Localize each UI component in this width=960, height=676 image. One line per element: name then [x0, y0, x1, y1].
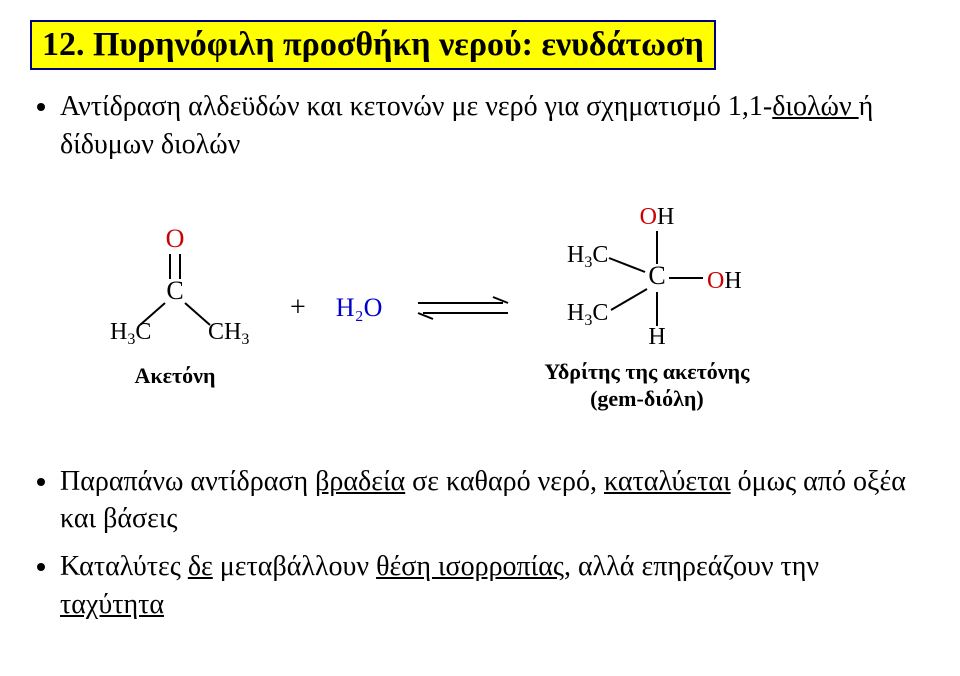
acetone-caption: Ακετόνη	[135, 363, 216, 389]
right-caption-l1: Υδρίτης της ακετόνης	[544, 359, 749, 384]
title-text: 12. Πυρηνόφιλη προσθήκη νερού: ενυδάτωση	[42, 26, 704, 63]
b3-u1: δε	[188, 551, 213, 582]
h3c-ul: H3C	[567, 242, 608, 271]
reaction-diagram: C O H3C CH3 Ακετόνη + H₂O	[90, 204, 930, 413]
bullet-3: Καταλύτες δε μεταβάλλουν θέση ισορροπίας…	[60, 548, 930, 624]
b3-mid2: , αλλά επηρεάζουν την	[564, 551, 819, 582]
b1-pre: Αντίδραση αλδεϋδών και κετονών με νερό γ…	[60, 91, 772, 122]
water-label: H₂O	[336, 293, 383, 323]
gemdiol-caption: Υδρίτης της ακετόνης (gem-διόλη)	[544, 358, 749, 413]
b1-underline: διολών	[772, 91, 858, 122]
bullet-1: Αντίδραση αλδεϋδών και κετονών με νερό γ…	[60, 88, 930, 164]
bullet-2: Παραπάνω αντίδραση βραδεία σε καθαρό νερ…	[60, 463, 930, 539]
ch3-right: CH3	[208, 319, 249, 348]
b2-pre: Παραπάνω αντίδραση	[60, 466, 315, 497]
oxygen-label: O	[166, 227, 185, 253]
b3-u2: θέση ισορροπίας	[376, 551, 564, 582]
carbon-label: C	[166, 276, 183, 305]
gemdiol-structure: C OH OH H3C H3C H Υδρίτης της ακετόνης (	[544, 204, 749, 413]
h3c-ll: H3C	[567, 300, 608, 329]
oh-right: OH	[707, 268, 742, 294]
oh-top: OH	[640, 204, 675, 230]
page-title: 12. Πυρηνόφιλη προσθήκη νερού: ενυδάτωση	[30, 20, 716, 70]
b2-u1: βραδεία	[315, 466, 405, 497]
equilibrium-arrows	[408, 289, 518, 327]
right-caption-l2: (gem-διόλη)	[590, 386, 704, 411]
b3-mid1: μεταβάλλουν	[213, 551, 376, 582]
b2-u2: καταλύεται	[604, 466, 731, 497]
carbon-center: C	[648, 261, 665, 290]
b2-mid1: σε καθαρό νερό,	[405, 466, 604, 497]
bullet-list: Αντίδραση αλδεϋδών και κετονών με νερό γ…	[30, 88, 930, 164]
acetone-structure: C O H3C CH3 Ακετόνη	[90, 227, 260, 389]
h-bottom: H	[648, 324, 665, 350]
bullet-list-2: Παραπάνω αντίδραση βραδεία σε καθαρό νερ…	[30, 463, 930, 624]
plus-sign: +	[286, 292, 310, 324]
b3-pre: Καταλύτες	[60, 551, 188, 582]
ch3-left: H3C	[110, 319, 151, 348]
b3-u3: ταχύτητα	[60, 589, 164, 620]
